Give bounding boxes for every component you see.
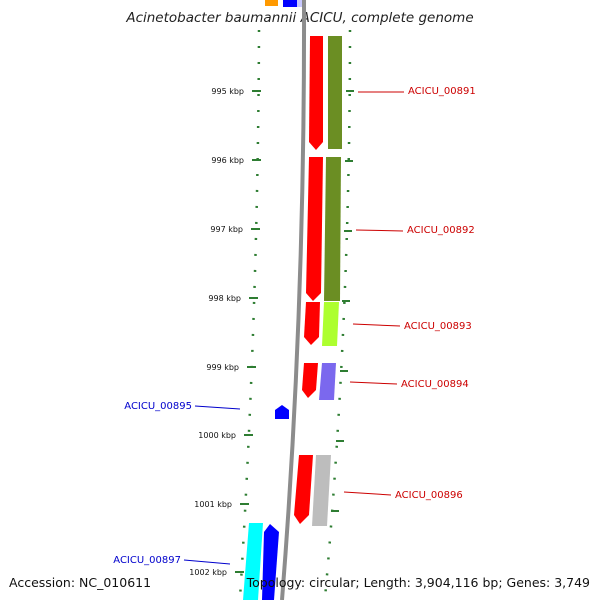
label-leaders	[183, 91, 404, 565]
topology-text: Topology: circular; Length: 3,904,116 bp…	[246, 575, 590, 590]
gene-label-acicu-00893[interactable]: ACICU_00893	[404, 321, 472, 332]
tick-label: 995 kbp	[211, 87, 244, 96]
leader-line	[343, 491, 392, 496]
partial-blue-feature	[283, 0, 297, 7]
gene-label-acicu-00892[interactable]: ACICU_00892	[407, 225, 475, 236]
outer-ticks	[331, 90, 354, 512]
map-title: Acinetobacter baumannii ACICU, complete …	[126, 10, 474, 26]
inner-dotted-arc	[238, 29, 261, 599]
cds-acicu-00897[interactable]	[262, 524, 279, 600]
accession-text: Accession: NC_010611	[9, 575, 152, 590]
cog-block-lime	[322, 302, 339, 346]
tick-label: 1000 kbp	[198, 431, 236, 440]
leader-line	[183, 559, 231, 565]
gene-label-acicu-00896[interactable]: ACICU_00896	[395, 490, 463, 501]
forward-cds-track	[294, 36, 323, 524]
cds-acicu-00896[interactable]	[294, 455, 313, 524]
tick-label: 997 kbp	[210, 225, 243, 234]
cog-block-purple	[319, 363, 336, 400]
tick-label: 999 kbp	[206, 363, 239, 372]
partial-orange-feature	[265, 0, 278, 6]
cog-block-olive	[324, 157, 341, 301]
cog-block-gray	[312, 455, 331, 526]
guide-arcs	[238, 29, 352, 599]
leader-line	[194, 405, 241, 410]
tick-label: 1002 kbp	[189, 568, 227, 577]
scale-ticks: 995 kbp 996 kbp 997 kbp 998 kbp 999 kbp …	[189, 87, 261, 577]
backbone-arc	[280, 0, 307, 600]
cds-acicu-00893[interactable]	[304, 302, 320, 345]
cds-acicu-00895[interactable]	[275, 405, 289, 419]
cds-acicu-00892[interactable]	[306, 157, 323, 301]
outer-dotted-arc	[323, 29, 352, 599]
gene-label-acicu-00897[interactable]: ACICU_00897	[113, 555, 181, 566]
leader-line	[349, 381, 398, 385]
cog-block-cyan	[243, 523, 263, 600]
cog-track	[312, 36, 342, 526]
tick-label: 998 kbp	[208, 294, 241, 303]
gene-label-acicu-00895[interactable]: ACICU_00895	[124, 401, 192, 412]
cds-acicu-00894[interactable]	[302, 363, 318, 398]
cds-acicu-00891[interactable]	[309, 36, 323, 150]
leader-line	[355, 229, 404, 232]
gene-label-acicu-00894[interactable]: ACICU_00894	[401, 379, 469, 390]
leader-line	[352, 323, 401, 327]
gene-labels: ACICU_00891 ACICU_00892 ACICU_00893 ACIC…	[113, 86, 475, 566]
reverse-cds-track	[243, 405, 289, 600]
cog-block-olive	[328, 36, 342, 149]
gene-label-acicu-00891[interactable]: ACICU_00891	[408, 86, 476, 97]
tick-label: 996 kbp	[211, 156, 244, 165]
tick-label: 1001 kbp	[194, 500, 232, 509]
partial-lavender-feature	[297, 0, 302, 7]
